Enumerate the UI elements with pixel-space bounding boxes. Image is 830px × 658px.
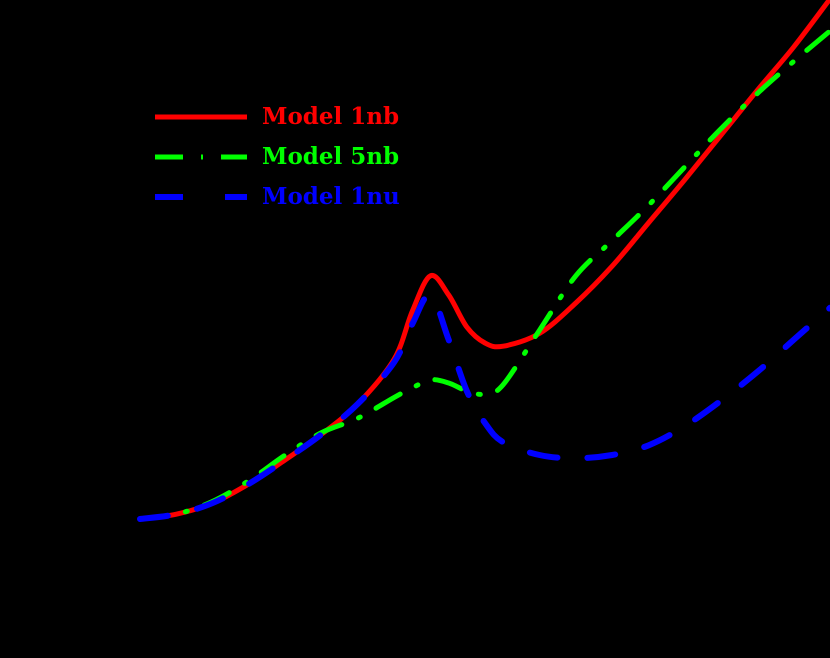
- plot-area: [137, 0, 830, 522]
- series-line-model-5nb: [137, 28, 830, 522]
- legend-label-model-5nb: Model 5nb: [262, 143, 399, 170]
- legend-label-model-1nu: Model 1nu: [262, 183, 400, 210]
- series-line-model-1nu: [137, 291, 830, 522]
- legend-label-model-1nb: Model 1nb: [262, 103, 399, 130]
- legend-item-model-5nb: Model 5nb: [155, 143, 399, 170]
- legend-item-model-1nb: Model 1nb: [155, 103, 399, 130]
- legend: Model 1nb Model 5nb Model 1nu: [155, 103, 400, 210]
- legend-item-model-1nu: Model 1nu: [155, 183, 400, 210]
